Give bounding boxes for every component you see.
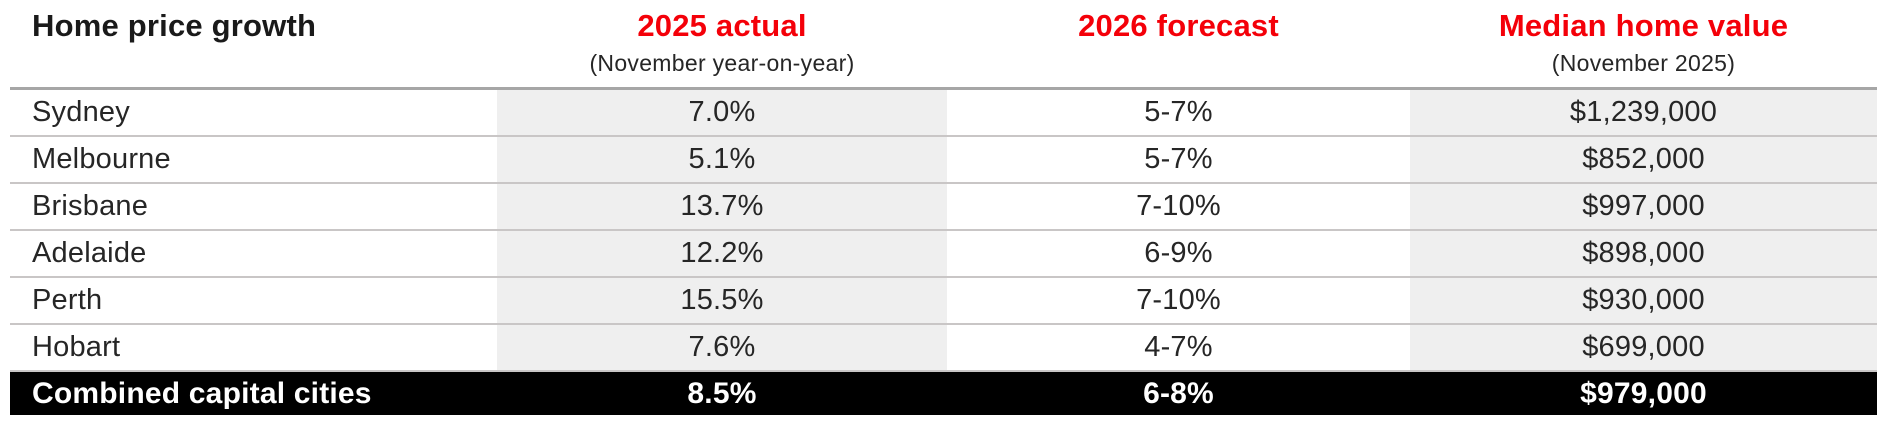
city-name: Melbourne xyxy=(32,143,171,175)
median-home-value: $997,000 xyxy=(1410,184,1877,229)
city-name: Sydney xyxy=(32,96,130,128)
median-home-value: $1,239,000 xyxy=(1410,90,1877,135)
column-title-2025-actual: 2025 actual xyxy=(637,8,807,43)
forecast-2026-value: 4-7% xyxy=(1144,331,1213,363)
table-header-row: Home price growth 2025 actual (November … xyxy=(10,0,1877,90)
table-row-brisbane: Brisbane 13.7% 7-10% $997,000 xyxy=(10,184,1877,231)
forecast-2026-value: 5-7% xyxy=(1144,96,1213,128)
table-row-adelaide: Adelaide 12.2% 6-9% $898,000 xyxy=(10,231,1877,278)
median-home-value: $699,000 xyxy=(1410,325,1877,370)
median-home-value: $898,000 xyxy=(1410,231,1877,276)
city-name: Brisbane xyxy=(32,190,149,222)
actual-2025-value: 7.6% xyxy=(497,325,947,370)
table-row-hobart: Hobart 7.6% 4-7% $699,000 xyxy=(10,325,1877,372)
column-title-2026-forecast: 2026 forecast xyxy=(1078,8,1279,43)
footer-median-home-value: $979,000 xyxy=(1410,372,1877,415)
forecast-2026-value: 7-10% xyxy=(1136,190,1221,222)
table-row-melbourne: Melbourne 5.1% 5-7% $852,000 xyxy=(10,137,1877,184)
city-name: Adelaide xyxy=(32,237,147,269)
table-row-sydney: Sydney 7.0% 5-7% $1,239,000 xyxy=(10,90,1877,137)
footer-forecast-2026-value: 6-8% xyxy=(1143,376,1214,410)
actual-2025-value: 13.7% xyxy=(497,184,947,229)
median-home-value: $930,000 xyxy=(1410,278,1877,323)
city-name: Hobart xyxy=(32,331,121,363)
median-home-value: $852,000 xyxy=(1410,137,1877,182)
header-cell-city: Home price growth xyxy=(10,0,497,87)
table-row-perth: Perth 15.5% 7-10% $930,000 xyxy=(10,278,1877,325)
footer-label: Combined capital cities xyxy=(32,376,372,410)
table-title: Home price growth xyxy=(32,8,317,43)
actual-2025-value: 12.2% xyxy=(497,231,947,276)
column-subtitle-median-value: (November 2025) xyxy=(1551,50,1736,77)
home-price-table: Home price growth 2025 actual (November … xyxy=(10,0,1877,415)
column-title-median-value: Median home value xyxy=(1498,8,1789,43)
header-cell-2025-actual: 2025 actual (November year-on-year) xyxy=(497,0,947,87)
forecast-2026-value: 5-7% xyxy=(1144,143,1213,175)
header-cell-2026-forecast: 2026 forecast xyxy=(947,0,1410,87)
city-name: Perth xyxy=(32,284,103,316)
table-footer-row-combined-capitals: Combined capital cities 8.5% 6-8% $979,0… xyxy=(10,372,1877,415)
header-cell-median-value: Median home value (November 2025) xyxy=(1410,0,1877,87)
column-subtitle-2025-actual: (November year-on-year) xyxy=(589,50,855,77)
actual-2025-value: 15.5% xyxy=(497,278,947,323)
forecast-2026-value: 7-10% xyxy=(1136,284,1221,316)
footer-actual-2025-value: 8.5% xyxy=(497,372,947,415)
forecast-2026-value: 6-9% xyxy=(1144,237,1213,269)
actual-2025-value: 5.1% xyxy=(497,137,947,182)
actual-2025-value: 7.0% xyxy=(497,90,947,135)
